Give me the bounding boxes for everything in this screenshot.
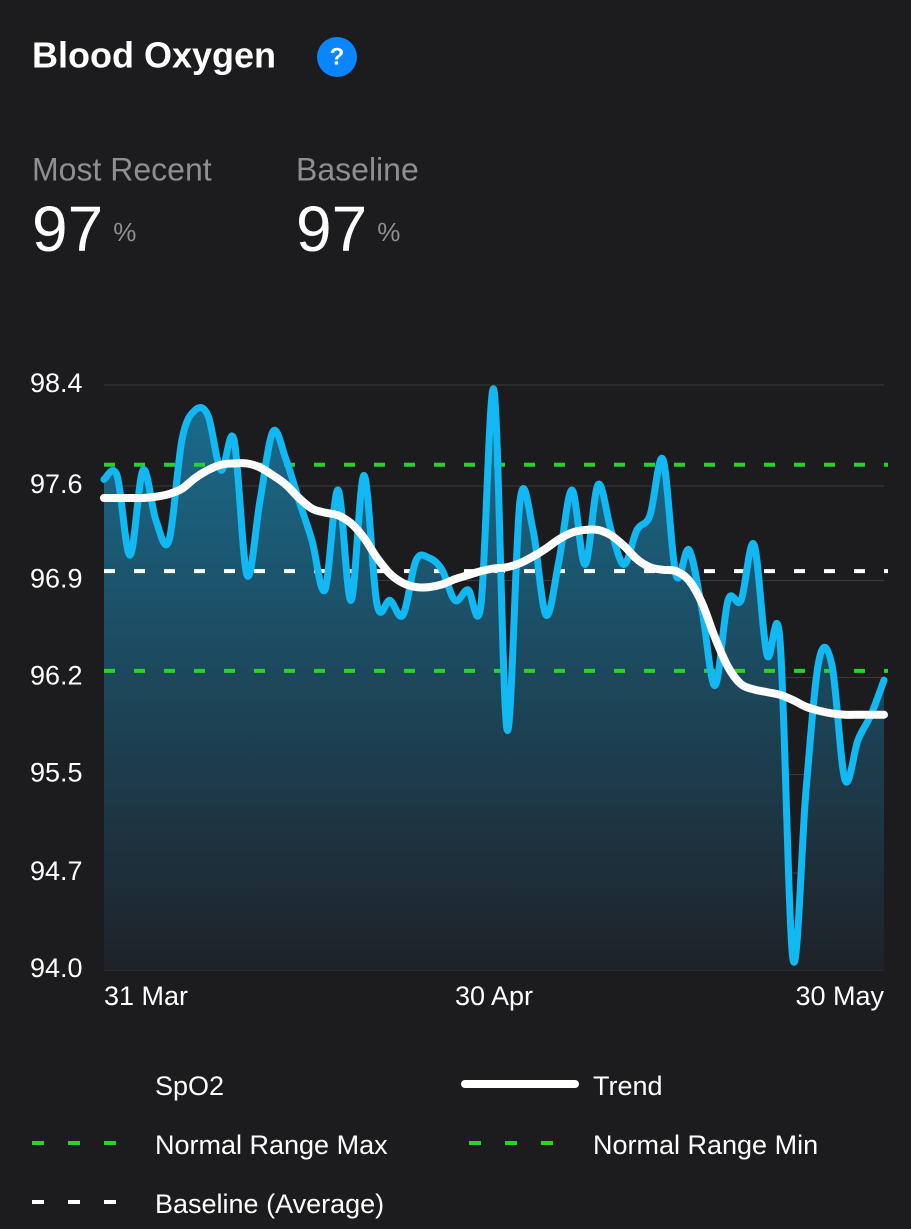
help-icon[interactable]: ? xyxy=(330,43,345,70)
y-tick-label: 96.9 xyxy=(30,564,83,594)
x-tick-label: 30 May xyxy=(795,981,884,1011)
stat-unit: % xyxy=(377,217,400,247)
help-button[interactable] xyxy=(317,37,357,77)
stat-label: Baseline xyxy=(296,151,419,187)
y-tick-label: 96.2 xyxy=(30,661,83,691)
stat-label: Most Recent xyxy=(32,151,212,187)
title: Blood Oxygen xyxy=(32,35,276,76)
y-tick-label: 94.0 xyxy=(30,953,83,983)
legend-label: Normal Range Max xyxy=(155,1130,388,1160)
x-tick-label: 30 Apr xyxy=(455,981,533,1011)
legend-label: Trend xyxy=(593,1071,663,1101)
x-tick-label: 31 Mar xyxy=(104,981,188,1011)
stat-value: 97 xyxy=(296,193,367,265)
legend-label: SpO2 xyxy=(155,1071,224,1101)
y-tick-label: 95.5 xyxy=(30,758,83,788)
stat-value: 97 xyxy=(32,193,103,265)
trend-line xyxy=(100,459,888,719)
stat-unit: % xyxy=(113,217,136,247)
y-tick-label: 97.6 xyxy=(30,469,83,499)
y-tick-label: 94.7 xyxy=(30,856,83,886)
legend-label: Normal Range Min xyxy=(593,1130,818,1160)
legend-label: Baseline (Average) xyxy=(155,1189,384,1219)
area xyxy=(104,388,884,970)
y-tick-label: 98.4 xyxy=(30,368,83,398)
spo2-line xyxy=(100,385,888,966)
